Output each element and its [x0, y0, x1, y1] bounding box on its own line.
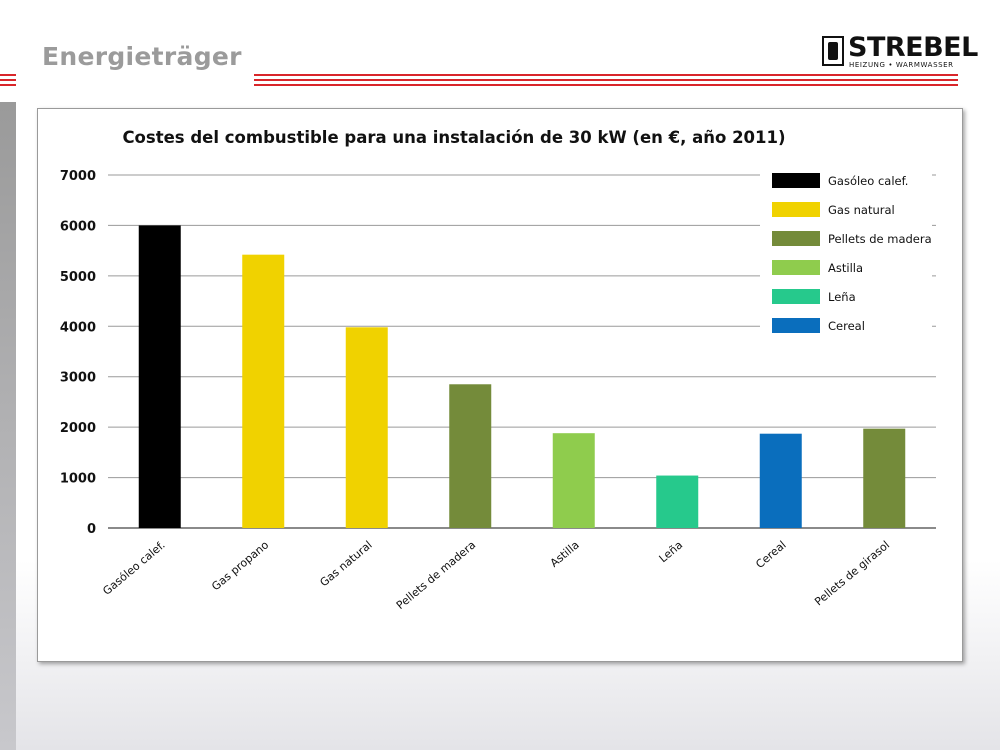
- x-tick-label: Gasóleo calef.: [100, 538, 167, 597]
- logo-wordmark: STREBEL: [848, 32, 978, 63]
- legend-label: Cereal: [828, 319, 865, 333]
- x-tick-label: Leña: [657, 538, 686, 565]
- x-tick-label: Cereal: [753, 538, 788, 571]
- x-axis-ticks: Gasóleo calef. Gas propano Gas natural Pell…: [100, 538, 892, 612]
- logo-tagline: HEIZUNG • WARMWASSER: [849, 61, 954, 69]
- slide-title: Energieträger: [42, 42, 242, 71]
- x-tick-label: Gas propano: [209, 538, 271, 593]
- legend: Gasóleo calef. Gas natural Pellets de made…: [760, 167, 932, 335]
- chart-title: Costes del combustible para una instalac…: [122, 128, 785, 147]
- strebel-logo: STREBEL HEIZUNG • WARMWASSER: [822, 32, 978, 72]
- y-tick-label: 5000: [60, 270, 96, 285]
- logo-mark-icon: [822, 36, 844, 66]
- red-rule-left-3: [0, 84, 16, 86]
- y-axis-ticks: 0 1000 2000 3000 4000 5000 6000 7000: [60, 169, 96, 537]
- red-rule-right-1: [254, 74, 958, 76]
- bar-chart: Costes del combustible para una instalac…: [60, 128, 936, 612]
- legend-swatch: [772, 231, 820, 246]
- y-tick-label: 6000: [60, 219, 96, 234]
- left-accent-strip: [0, 102, 16, 750]
- bar: [345, 327, 388, 528]
- bar: [449, 384, 492, 528]
- y-tick-label: 1000: [60, 472, 96, 487]
- y-tick-label: 4000: [60, 320, 96, 335]
- y-tick-label: 2000: [60, 421, 96, 436]
- legend-swatch: [772, 202, 820, 217]
- legend-label: Gasóleo calef.: [828, 174, 908, 188]
- red-rule-right-2: [254, 79, 958, 81]
- x-tick-label: Pellets de madera: [394, 538, 478, 612]
- legend-background: [760, 167, 932, 335]
- bars: [138, 225, 906, 529]
- y-tick-label: 7000: [60, 169, 96, 184]
- legend-label: Astilla: [828, 261, 863, 275]
- bar: [759, 433, 802, 528]
- x-tick-label: Gas natural: [317, 538, 374, 589]
- legend-label: Leña: [828, 290, 856, 304]
- legend-swatch: [772, 318, 820, 333]
- y-tick-label: 3000: [60, 371, 96, 386]
- legend-swatch: [772, 289, 820, 304]
- legend-label: Gas natural: [828, 203, 895, 217]
- y-tick-label: 0: [87, 522, 96, 537]
- x-tick-label: Astilla: [548, 538, 582, 569]
- red-rule-left-1: [0, 74, 16, 76]
- legend-swatch: [772, 173, 820, 188]
- red-rule-right-3: [254, 84, 958, 86]
- bar: [863, 428, 906, 528]
- legend-label: Pellets de madera: [828, 232, 932, 246]
- x-tick-label: Pellets de girasol: [812, 538, 892, 608]
- legend-swatch: [772, 260, 820, 275]
- bar: [138, 225, 181, 528]
- chart-panel: Costes del combustible para una instalac…: [37, 108, 963, 662]
- red-rule-left-2: [0, 79, 16, 81]
- bar: [242, 254, 285, 529]
- bar: [552, 433, 595, 528]
- bar: [656, 475, 699, 528]
